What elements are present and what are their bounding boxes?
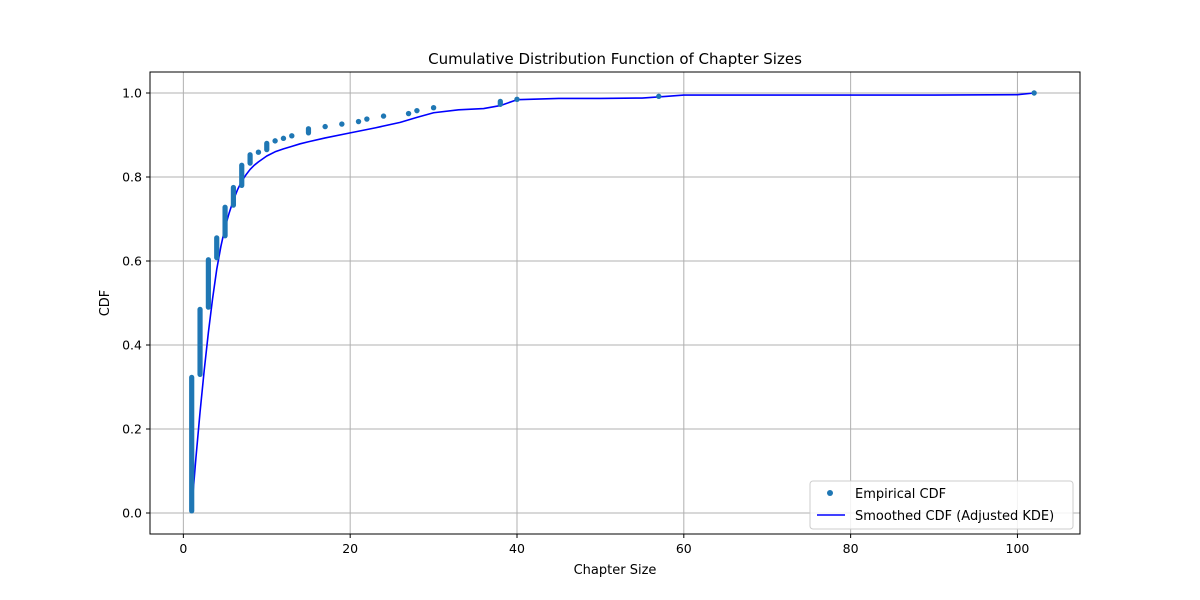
x-tick-label: 0 bbox=[179, 541, 187, 556]
y-tick-label: 1.0 bbox=[122, 86, 142, 101]
legend-label-empirical: Empirical CDF bbox=[855, 487, 946, 502]
empirical-cdf-point bbox=[1031, 90, 1037, 96]
y-tick-label: 0.8 bbox=[122, 170, 142, 185]
legend-label-smoothed: Smoothed CDF (Adjusted KDE) bbox=[855, 509, 1054, 524]
empirical-cdf-point bbox=[280, 135, 287, 142]
empirical-cdf-point bbox=[380, 113, 387, 119]
legend-box bbox=[809, 480, 1074, 530]
empirical-cdf-point bbox=[430, 105, 437, 111]
empirical-cdf-point bbox=[339, 121, 345, 127]
legend-marker-empirical bbox=[827, 490, 833, 496]
y-tick-label: 0.2 bbox=[122, 422, 142, 437]
legend: Empirical CDF Smoothed CDF (Adjusted KDE… bbox=[809, 480, 1074, 530]
x-tick-label: 100 bbox=[1006, 541, 1030, 556]
y-tick-label: 0.4 bbox=[122, 338, 142, 353]
y-axis: 0.0 0.2 0.4 0.6 0.8 1.0 bbox=[122, 86, 150, 521]
plot-area: 0 20 40 60 80 100 0.0 0.2 0.4 0.6 0.8 1.0 bbox=[122, 71, 1081, 556]
empirical-cdf-point bbox=[405, 110, 412, 117]
empirical-cdf-point bbox=[355, 118, 362, 125]
empirical-cdf-point bbox=[364, 116, 370, 122]
empirical-cdf-point bbox=[322, 123, 328, 130]
x-axis: 0 20 40 60 80 100 bbox=[179, 534, 1029, 556]
x-tick-label: 20 bbox=[342, 541, 358, 556]
chart-title: Cumulative Distribution Function of Chap… bbox=[428, 50, 802, 68]
empirical-cdf-point bbox=[656, 93, 662, 100]
empirical-cdf-point bbox=[255, 149, 262, 155]
x-tick-label: 80 bbox=[843, 541, 859, 556]
empirical-cdf-series bbox=[189, 90, 1037, 514]
y-tick-label: 0.6 bbox=[122, 254, 142, 269]
empirical-cdf-point bbox=[272, 138, 278, 144]
plot-background bbox=[150, 72, 1080, 534]
x-tick-label: 40 bbox=[509, 541, 525, 556]
empirical-cdf-point bbox=[414, 107, 420, 114]
y-axis-label: CDF bbox=[98, 290, 113, 317]
x-tick-label: 60 bbox=[676, 541, 692, 556]
y-tick-label: 0.0 bbox=[122, 506, 142, 521]
smoothed-cdf-line bbox=[190, 92, 1035, 509]
empirical-cdf-point bbox=[289, 133, 295, 139]
x-axis-label: Chapter Size bbox=[574, 563, 657, 578]
smoothed-cdf-series bbox=[190, 92, 1035, 509]
empirical-cdf-point bbox=[514, 96, 520, 103]
plot-frame bbox=[149, 71, 1081, 535]
